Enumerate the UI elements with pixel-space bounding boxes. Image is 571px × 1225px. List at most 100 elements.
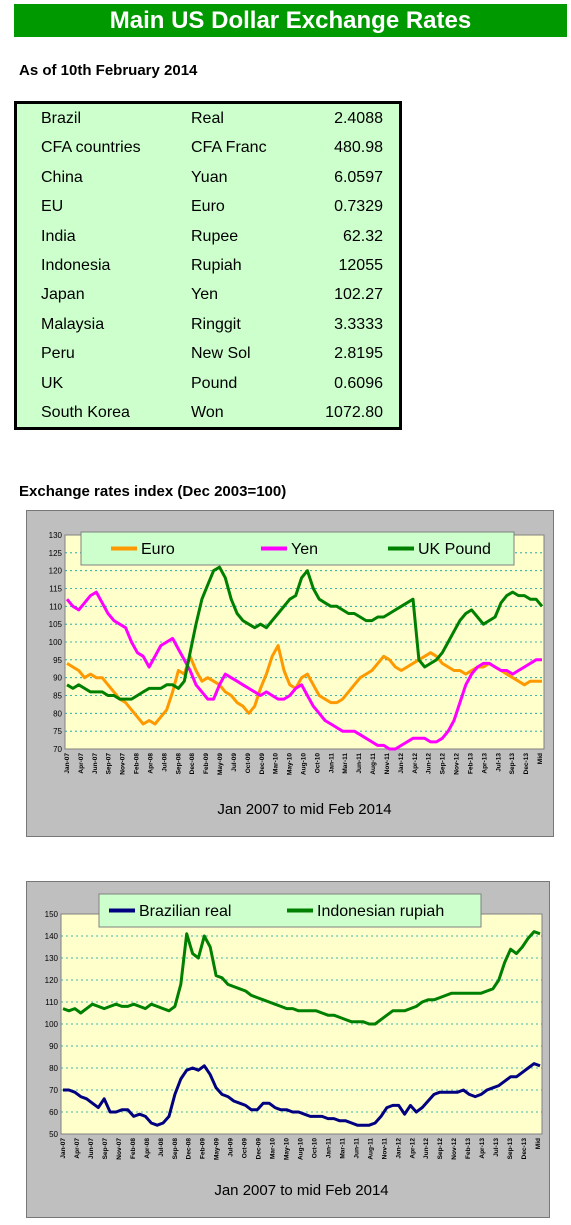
y-tick-label: 125 bbox=[49, 549, 63, 558]
x-tick-label: Jul-09 bbox=[228, 1138, 235, 1157]
x-tick-label: Nov-12 bbox=[451, 1138, 458, 1160]
country-name: Peru bbox=[41, 345, 75, 363]
x-tick-label: Apr-08 bbox=[144, 1138, 151, 1159]
y-tick-label: 70 bbox=[49, 1086, 58, 1095]
y-tick-label: 85 bbox=[53, 692, 62, 701]
x-tick-label: Dec-13 bbox=[523, 753, 530, 775]
x-tick-label: Feb-09 bbox=[200, 1138, 207, 1159]
x-axis-caption: Jan 2007 to mid Feb 2014 bbox=[217, 801, 391, 818]
country-name: China bbox=[41, 168, 83, 186]
x-tick-label: Jul-13 bbox=[495, 753, 502, 772]
x-tick-label: Sep-13 bbox=[509, 753, 516, 775]
y-tick-label: 50 bbox=[49, 1130, 58, 1139]
y-tick-label: 70 bbox=[53, 745, 62, 754]
y-tick-label: 140 bbox=[45, 932, 59, 941]
y-tick-label: 110 bbox=[49, 602, 62, 611]
country-name: South Korea bbox=[41, 404, 130, 421]
y-tick-label: 95 bbox=[53, 656, 62, 665]
rate-value: 0.7329 bbox=[334, 198, 383, 216]
x-tick-label: Sep-08 bbox=[172, 1138, 179, 1160]
y-tick-label: 75 bbox=[53, 727, 62, 736]
y-tick-label: 130 bbox=[49, 531, 63, 540]
chart-exchange-index: 70 75 80 85 90 95 100 105 110 115 120 125 130 Jan-07 A… bbox=[26, 510, 554, 837]
x-tick-label: Jun-07 bbox=[92, 753, 99, 774]
series-line-0 bbox=[63, 1062, 541, 1127]
y-tick-label: 90 bbox=[53, 674, 62, 683]
x-tick-label: Jan-07 bbox=[60, 1138, 67, 1159]
x-tick-label: Jul-08 bbox=[161, 753, 168, 772]
currency-name: Real bbox=[191, 110, 224, 127]
currency-name: Ringgit bbox=[191, 315, 241, 333]
rate-value: 2.8195 bbox=[334, 345, 383, 363]
rate-value: 62.32 bbox=[342, 227, 383, 245]
x-tick-label: Jul-09 bbox=[231, 753, 238, 772]
x-tick-label: Jul-08 bbox=[158, 1138, 165, 1157]
rate-value: 480.98 bbox=[334, 139, 383, 157]
rate-row: Japan Yen 102.27 bbox=[41, 280, 391, 309]
x-tick-label: Jun-12 bbox=[423, 1138, 430, 1159]
x-tick-label: Sep-12 bbox=[440, 753, 447, 775]
x-tick-label: Mar-11 bbox=[339, 1138, 346, 1159]
y-tick-label: 120 bbox=[49, 567, 63, 576]
rate-row: Brazil Real 2.4088 bbox=[41, 104, 391, 133]
currency-name: Won bbox=[191, 404, 224, 421]
y-tick-label: 105 bbox=[49, 620, 63, 629]
x-tick-label: Jul-13 bbox=[493, 1138, 500, 1157]
currency-name: CFA Franc bbox=[191, 139, 267, 157]
country-name: Brazil bbox=[41, 110, 82, 127]
x-tick-label: Jun-11 bbox=[356, 753, 363, 774]
x-tick-label: Dec-13 bbox=[521, 1138, 528, 1160]
x-tick-label: Apr-13 bbox=[479, 1138, 486, 1159]
x-tick-label: Jan-07 bbox=[64, 753, 71, 774]
y-tick-label: 110 bbox=[45, 998, 58, 1007]
x-tick-label: Mar-10 bbox=[270, 1138, 277, 1159]
legend-label: Euro bbox=[141, 541, 175, 558]
rate-value: 1072.80 bbox=[325, 404, 383, 421]
x-tick-label: May-10 bbox=[287, 753, 294, 775]
x-tick-label: Mid bbox=[537, 753, 544, 764]
currency-name: New Sol bbox=[191, 345, 251, 363]
currency-name: Rupee bbox=[191, 227, 239, 245]
x-tick-label: Mar-11 bbox=[342, 753, 349, 774]
currency-name: Euro bbox=[191, 198, 225, 216]
rate-value: 6.0597 bbox=[334, 168, 383, 186]
x-tick-label: Dec-09 bbox=[259, 753, 266, 775]
currency-name: Yen bbox=[191, 286, 218, 304]
rate-value: 2.4088 bbox=[334, 110, 383, 127]
y-tick-label: 120 bbox=[45, 976, 59, 985]
y-tick-label: 80 bbox=[49, 1064, 58, 1073]
x-tick-label: Apr-07 bbox=[74, 1138, 81, 1159]
x-tick-label: Feb-13 bbox=[465, 1138, 472, 1159]
series-line-0 bbox=[66, 644, 542, 726]
legend-label: Yen bbox=[291, 541, 318, 558]
chart1-heading: Exchange rates index (Dec 2003=100) bbox=[19, 483, 287, 500]
country-name: EU bbox=[41, 198, 64, 216]
x-tick-label: Sep-12 bbox=[437, 1138, 444, 1160]
currency-name: Yuan bbox=[191, 168, 228, 186]
legend-label: Indonesian rupiah bbox=[317, 903, 444, 920]
plot-area bbox=[64, 534, 545, 750]
x-tick-label: Jan-11 bbox=[325, 1138, 332, 1159]
y-tick-label: 100 bbox=[49, 638, 63, 647]
series-line-1 bbox=[62, 930, 541, 1026]
x-tick-label: Oct-10 bbox=[311, 1138, 318, 1159]
y-tick-label: 130 bbox=[45, 954, 59, 963]
x-tick-label: Jan-11 bbox=[328, 753, 335, 774]
series-line-1 bbox=[65, 590, 542, 751]
legend-label: Brazilian real bbox=[139, 903, 231, 920]
x-tick-label: Oct-09 bbox=[242, 1138, 249, 1159]
x-tick-label: Feb-13 bbox=[467, 753, 474, 774]
rate-value: 12055 bbox=[338, 257, 384, 274]
x-tick-label: Dec-08 bbox=[186, 1138, 193, 1160]
x-tick-label: Jan-12 bbox=[395, 1138, 402, 1159]
x-tick-label: Jun-12 bbox=[426, 753, 433, 774]
y-tick-label: 60 bbox=[49, 1108, 58, 1117]
x-tick-label: Apr-12 bbox=[409, 1138, 416, 1159]
as-of-date: As of 10th February 2014 bbox=[19, 62, 198, 79]
country-name: UK bbox=[41, 374, 64, 392]
rates-table: Brazil Real 2.4088 CFA countries CFA Franc 48… bbox=[14, 101, 402, 430]
x-tick-label: Nov-11 bbox=[384, 753, 391, 775]
y-tick-label: 80 bbox=[53, 709, 62, 718]
page-title: Main US Dollar Exchange Rates bbox=[14, 4, 567, 37]
x-tick-label: Aug-10 bbox=[298, 1138, 305, 1160]
